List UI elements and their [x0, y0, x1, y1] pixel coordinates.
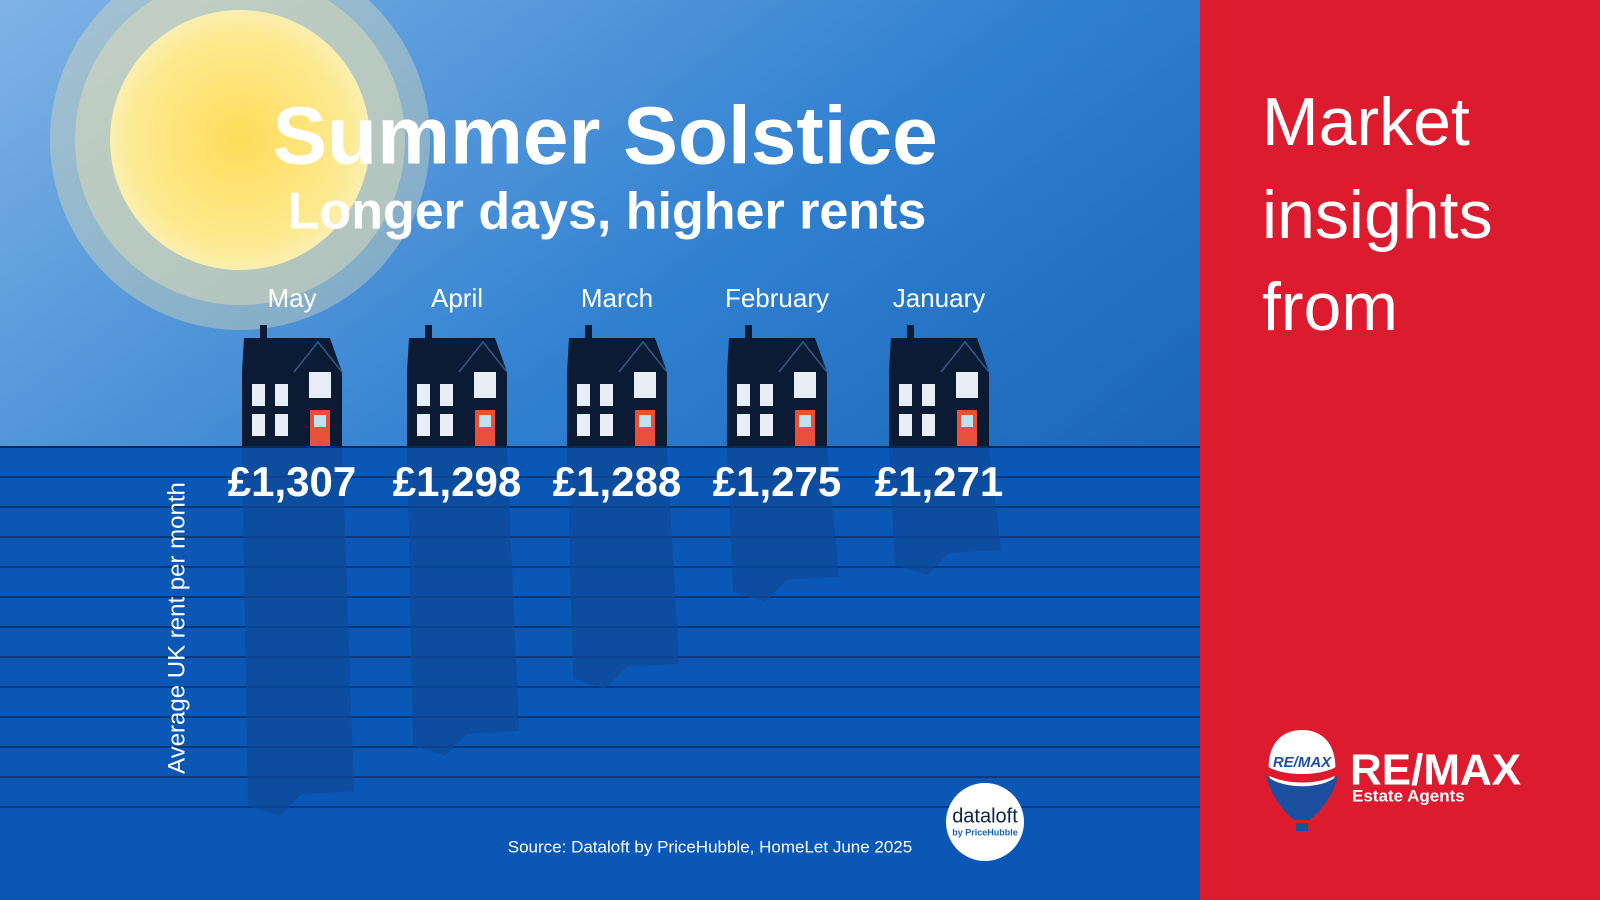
window	[922, 414, 935, 436]
window	[760, 414, 773, 436]
brand: RE/MAX	[1350, 746, 1521, 795]
rent-shadow	[567, 447, 679, 689]
badge-by: by PriceHubble	[952, 827, 1018, 837]
balloon-stripe	[1266, 775, 1338, 820]
chimney	[745, 325, 752, 339]
value-label: £1,298	[393, 458, 521, 505]
value-label: £1,307	[228, 458, 356, 505]
window	[440, 384, 453, 406]
x-tick-label: May	[267, 283, 316, 313]
chart-subtitle: Longer days, higher rents	[288, 183, 927, 241]
balloon-text: RE/MAX	[1273, 754, 1332, 771]
sidebar-line: Market	[1262, 84, 1470, 160]
x-tick-label: January	[893, 283, 986, 313]
door-glass	[961, 415, 973, 427]
gable	[778, 340, 828, 373]
houses: May £1,307 April £1,298 March £1,288 February £…	[228, 283, 1003, 505]
house	[567, 325, 668, 447]
window	[417, 414, 430, 436]
chimney	[260, 325, 267, 339]
window	[600, 384, 613, 406]
window	[634, 372, 656, 398]
gable	[940, 340, 990, 373]
house	[242, 325, 343, 447]
sun	[110, 10, 370, 270]
window	[600, 414, 613, 436]
x-tick-label: April	[431, 283, 483, 313]
badge-name: dataloft	[952, 805, 1018, 827]
source: Source: Dataloft by PriceHubble, HomeLet…	[508, 837, 912, 856]
window	[275, 414, 288, 436]
value-label: £1,288	[553, 458, 681, 505]
window	[899, 414, 912, 436]
x-tick-label: February	[725, 283, 829, 313]
basket	[1296, 823, 1308, 831]
balloon-stripe	[1262, 762, 1342, 783]
logo: RE/MAX RE/MAX Estate Agents	[1262, 730, 1521, 831]
tagline: Estate Agents	[1352, 786, 1465, 805]
x-tick-label: March	[581, 283, 653, 313]
window	[309, 372, 331, 398]
window	[737, 414, 750, 436]
shadows	[242, 447, 1001, 816]
window	[956, 372, 978, 398]
rent-shadow	[727, 447, 839, 602]
sidebar-line: from	[1262, 269, 1398, 345]
chimney	[907, 325, 914, 339]
door-glass	[639, 415, 651, 427]
gable	[293, 340, 343, 373]
window	[760, 384, 773, 406]
sidebar	[1200, 0, 1600, 900]
window	[252, 384, 265, 406]
window	[252, 414, 265, 436]
house	[889, 325, 990, 447]
window	[577, 414, 590, 436]
chimney	[585, 325, 592, 339]
house	[407, 325, 508, 447]
chart-title: Summer Solstice	[272, 91, 937, 182]
window	[794, 372, 816, 398]
rent-shadow	[889, 447, 1001, 575]
window	[474, 372, 496, 398]
window	[922, 384, 935, 406]
window	[899, 384, 912, 406]
gable	[618, 340, 668, 373]
window	[577, 384, 590, 406]
value-label: £1,275	[713, 458, 841, 505]
window	[737, 384, 750, 406]
window	[440, 414, 453, 436]
chimney	[425, 325, 432, 339]
gable	[458, 340, 508, 373]
window	[275, 384, 288, 406]
door-glass	[314, 415, 326, 427]
door-glass	[479, 415, 491, 427]
rent-shadow	[407, 447, 519, 756]
rent-shadow	[242, 447, 354, 816]
sidebar-line: insights	[1262, 177, 1493, 253]
badge	[946, 783, 1024, 861]
y-axis-label: Average UK rent per month	[163, 482, 190, 774]
window	[417, 384, 430, 406]
door-glass	[799, 415, 811, 427]
value-label: £1,271	[875, 458, 1003, 505]
house	[727, 325, 828, 447]
